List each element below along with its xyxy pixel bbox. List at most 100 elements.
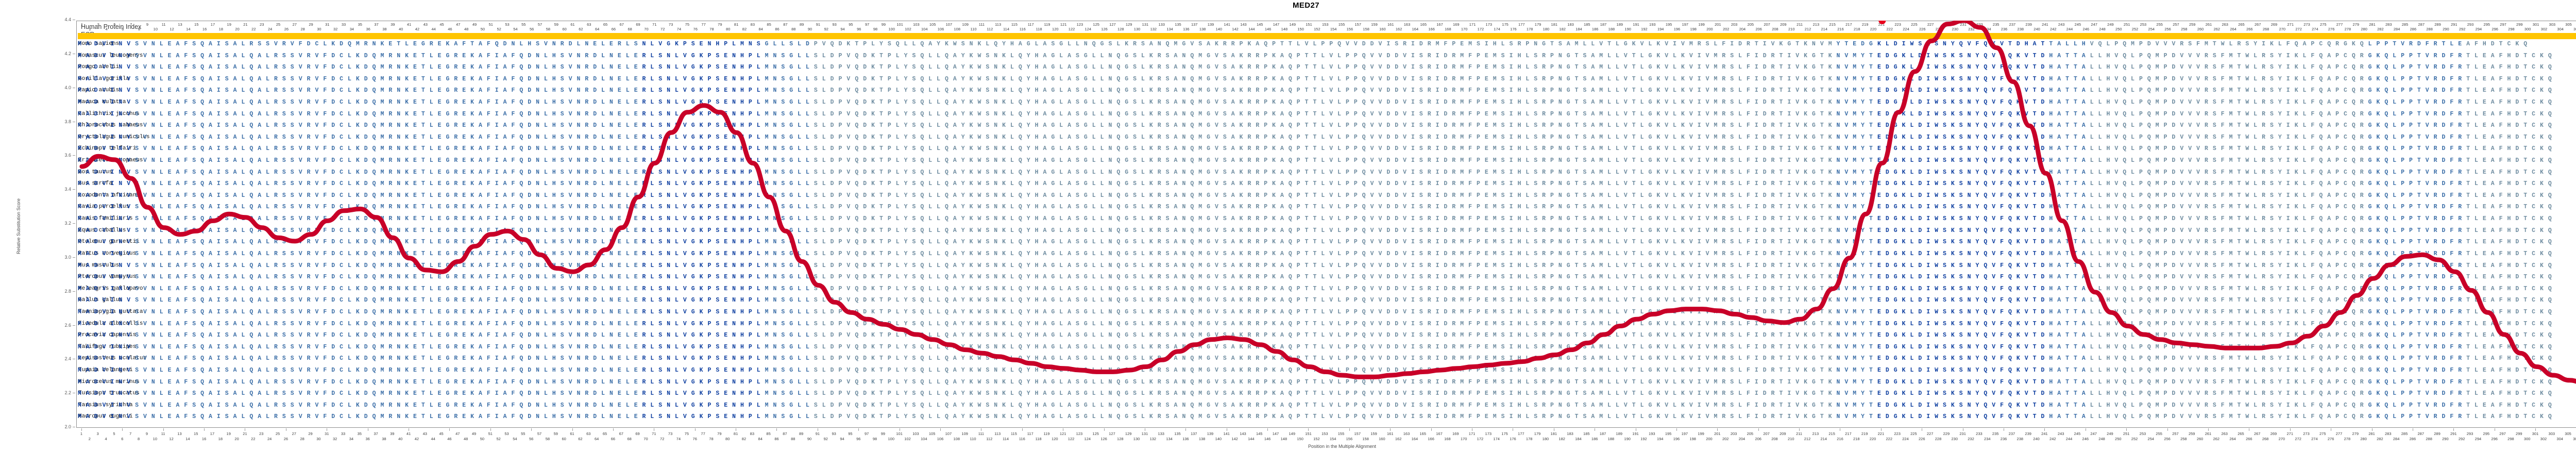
x-column-number: 116 — [1019, 437, 1025, 441]
x-column-number: 250 — [2115, 437, 2122, 441]
residue-run: RLSNLVGKPSENHPL — [642, 378, 765, 386]
x-column-number: 292 — [2458, 437, 2465, 441]
x-axis-tick-mark — [2167, 428, 2168, 431]
residue-run: SVNLEAFSQAISALQALRSSVRVFDCLKDQMRNKETLEGR… — [135, 192, 642, 199]
x-column-number: 91 — [815, 431, 820, 436]
residue-run: HATTA — [2049, 122, 2090, 129]
x-column-number: 30 — [316, 437, 321, 441]
residue-run: SVNLEAFSQAISALQALRSSVRVFDCLKDQMRNKETLEGR… — [135, 320, 642, 327]
x-column-number: 200 — [1706, 437, 1713, 441]
residue-run: VQLPQMPDVVVRSFMTWLRSYIKLFQAPCQRGKQ — [2090, 41, 2368, 47]
x-axis: 1 3 5 7 9 11 13 15 17 19 21 23 25 27 29 31 33 35 37 39 41 43 4… — [76, 428, 2576, 451]
residue-run: MNSGLL — [765, 204, 814, 211]
x-column-number: 188 — [1607, 437, 1615, 441]
x-column-number: 177 — [1518, 431, 1524, 436]
x-column-number: 79 — [717, 431, 722, 436]
residue-run: LLHVQLPQMPDVVVRSFMTWLRSYIKLFQAPCQR — [2090, 297, 2368, 304]
residue-run: MADVINV — [77, 262, 135, 269]
x-column-number: 41 — [406, 431, 411, 436]
y-axis-tick-label: 2.8 — [64, 288, 71, 294]
residue-run: EDGKLDIWSKSNYQVFQKVTD — [1877, 413, 2049, 421]
x-column-number: 83 — [750, 431, 755, 436]
x-axis-tick-mark — [2290, 428, 2291, 431]
residue-run: NVMYT — [1836, 145, 1877, 153]
residue-run: TLEAFHDTCKQ — [2466, 157, 2556, 164]
residue-run: SLDPVQDKTPLYSQLLQAYKWSNKLQYHAGLASGLLNQGS… — [814, 355, 1837, 362]
residue-run: NVMYT — [1836, 227, 1877, 234]
residue-run: MNSGLL — [765, 332, 814, 339]
x-column-number: 171 — [1468, 431, 1476, 436]
x-axis-tick-mark — [1880, 428, 1882, 431]
residue-run: LLHVQLPQMPDVVVRSFMTWLRSYIKLFQAPCQR — [2090, 227, 2368, 234]
residue-run: NVMYT — [1836, 320, 1877, 327]
x-column-number: 122 — [1067, 437, 1075, 441]
y-axis-tick-label: 3.4 — [64, 187, 71, 192]
x-column-number: 215 — [1828, 431, 1835, 436]
y-axis-tick-label: 4.2 — [64, 51, 71, 56]
y-axis-tick-label: 3.2 — [64, 221, 71, 226]
x-column-number: 226 — [1919, 437, 1925, 441]
x-column-number: 213 — [1812, 431, 1819, 436]
x-column-number: 285 — [2401, 431, 2408, 436]
x-column-number: 164 — [1411, 437, 1418, 441]
residue-run: MADVINV — [77, 308, 135, 315]
x-column-number: 247 — [2090, 431, 2097, 436]
residue-run: GKQLPPTVRDFR — [2368, 192, 2467, 199]
residue-run: MADVINV — [77, 75, 135, 82]
x-column-number: 129 — [1125, 431, 1132, 436]
x-axis-tick-mark — [204, 428, 205, 431]
residue-run: GLLSLD — [765, 41, 814, 47]
x-column-number: 179 — [1534, 431, 1541, 436]
y-axis-tick-label: 2.4 — [64, 356, 71, 362]
x-column-number: 185 — [1583, 431, 1590, 436]
x-column-number: 49 — [471, 431, 477, 436]
x-column-number: 174 — [1493, 437, 1500, 441]
residue-run: MNSGLL — [765, 87, 814, 94]
x-column-number: 259 — [2188, 431, 2195, 436]
residue-run: SVNLEAFSQAISALQALRSSVRVFDCLKDQMRNKETLEGR… — [135, 215, 642, 223]
x-column-number: 241 — [2041, 431, 2048, 436]
x-axis-tick-mark — [1799, 428, 1800, 431]
x-column-number: 138 — [1198, 437, 1206, 441]
residue-run: GKQLPPTVRDFR — [2368, 110, 2467, 118]
x-column-number: 34 — [349, 437, 354, 441]
x-column-number: 133 — [1158, 431, 1164, 436]
x-column-number: 137 — [1190, 431, 1197, 436]
x-column-number: 232 — [1968, 437, 1974, 441]
residue-run: EDGKLDIWSKSNYQVFQKVTD — [1877, 274, 2049, 281]
x-column-number: 227 — [1926, 431, 1934, 436]
residue-run: MADVINV — [77, 390, 135, 397]
residue-run: EDGKLDIWSKSNYQVFQKVTD — [1877, 180, 2049, 188]
x-column-number: 102 — [904, 437, 911, 441]
residue-run: TLEAFHDTCKQ — [2466, 378, 2556, 386]
residue-run: SVNLEAFSQAISALQALRSSVRVFDCLKDQMRNKETLEGR… — [135, 87, 642, 94]
residue-run: HATTA — [2049, 413, 2090, 421]
residue-run: MNSGLL — [765, 355, 814, 362]
x-column-number: 125 — [1092, 431, 1099, 436]
x-axis-tick-mark — [694, 428, 696, 431]
x-column-number: 166 — [1428, 437, 1434, 441]
x-axis-tick-mark — [1308, 428, 1309, 431]
x-column-number: 3 — [96, 431, 99, 436]
x-column-number: 80 — [725, 437, 730, 441]
residue-run: MNSGLL — [765, 308, 814, 315]
x-column-number: 50 — [480, 437, 485, 441]
residue-run: EDGKLDIWSKSNYQVFQKVTD — [1877, 378, 2049, 386]
x-column-number: 140 — [1215, 437, 1222, 441]
residue-run: GKQLPPTVRDFR — [2368, 52, 2467, 59]
y-axis-tick-label: 4.4 — [64, 17, 71, 22]
y-axis-tick-label: 2.6 — [64, 322, 71, 328]
x-column-number: 254 — [2147, 437, 2155, 441]
residue-run: SVNLEAFSQAISALQALRSSVRVFDCLKDQMRNKETLEGR… — [135, 378, 642, 386]
residue-run: GKQLPPTVRDFR — [2368, 285, 2467, 292]
residue-run: HATTA — [2049, 239, 2090, 246]
residue-run: SVNLEAFSQAISALQALRSSVRVFDCLKDQMRNKETLEGR… — [135, 297, 642, 304]
residue-run: RLSNLVGKPSENHPL — [642, 64, 765, 71]
x-column-number: 283 — [2384, 431, 2392, 436]
residue-run: TLEAFHDTCKQ — [2466, 355, 2556, 362]
x-column-number: 107 — [945, 431, 952, 436]
residue-run: MADVINV — [77, 366, 135, 374]
residue-run: SLDPVQDKTPLYSQLLQAYKWSNKLQYHAGLASGLLNQGS… — [814, 297, 1837, 304]
residue-run: TLEAFHDTCKQ — [2466, 192, 2556, 199]
x-column-number: 149 — [1289, 431, 1295, 436]
